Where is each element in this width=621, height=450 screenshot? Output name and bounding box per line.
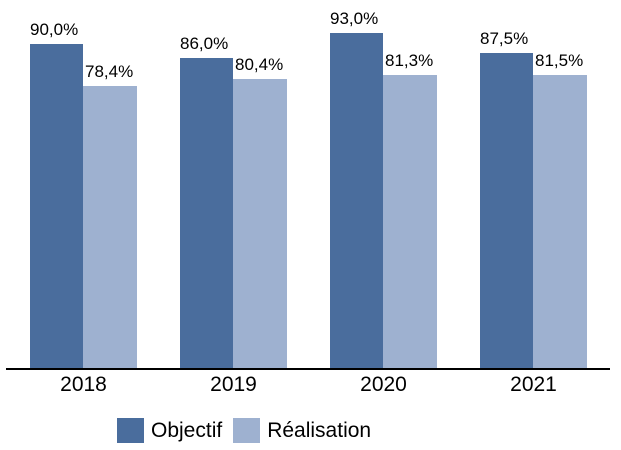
value-label-objectif-2021: 87,5% — [480, 29, 529, 48]
legend-item-objectif: Objectif — [117, 418, 222, 443]
legend-swatch-objectif — [117, 418, 144, 443]
bar-objectif-2019 — [180, 58, 233, 368]
legend-label-ralisation: Réalisation — [267, 418, 372, 442]
x-axis-line — [6, 368, 610, 370]
legend: Objectif Réalisation — [117, 418, 371, 443]
plot-area: 90,0% 78,4% 86,0% 80,4% 93,0% 81,3% 87,5% 81,5%… — [6, 9, 610, 396]
bar-ralisation-2018 — [83, 86, 137, 368]
legend-label-objectif: Objectif — [151, 418, 223, 442]
bar-objectif-2020 — [330, 33, 383, 368]
value-label-ralisation-2018: 78,4% — [85, 62, 134, 81]
bar-objectif-2018 — [30, 44, 83, 368]
bar-objectif-2021 — [480, 53, 533, 368]
value-label-ralisation-2020: 81,3% — [385, 51, 434, 70]
value-label-ralisation-2019: 80,4% — [235, 55, 284, 74]
value-label-objectif-2020: 93,0% — [330, 9, 379, 28]
category-label-2018: 2018 — [60, 373, 107, 396]
legend-swatch-ralisation — [233, 418, 261, 443]
bar-ralisation-2021 — [533, 75, 587, 368]
category-label-2019: 2019 — [210, 373, 257, 396]
value-label-objectif-2018: 90,0% — [30, 20, 79, 39]
category-label-2021: 2021 — [510, 373, 557, 396]
bar-ralisation-2019 — [233, 79, 287, 368]
value-label-ralisation-2021: 81,5% — [535, 51, 584, 70]
category-label-2020: 2020 — [360, 373, 407, 396]
legend-item-ralisation: Réalisation — [233, 418, 371, 443]
bar-ralisation-2020 — [383, 75, 437, 368]
value-label-objectif-2019: 86,0% — [180, 34, 229, 53]
